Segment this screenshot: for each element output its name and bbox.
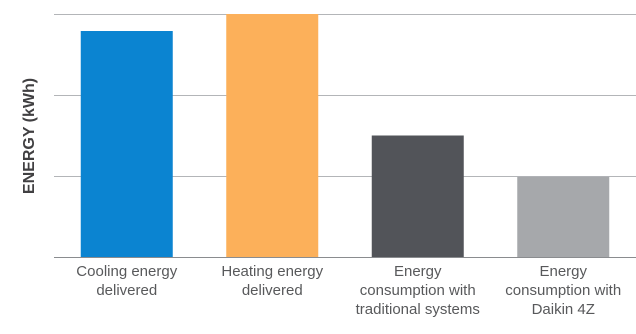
bar: [517, 176, 610, 257]
category-label: Energy consumption with traditional system…: [356, 263, 480, 318]
category-label-line: consumption with: [360, 282, 476, 299]
category-label-line: delivered: [96, 282, 157, 299]
category-label-line: Daikin 4Z: [532, 301, 595, 318]
bar: [80, 31, 173, 258]
bars: [80, 14, 610, 258]
category-label-line: consumption with: [505, 282, 621, 299]
y-axis-label: ENERGY (kWh): [21, 78, 38, 194]
category-label: Heating energy delivered: [221, 263, 323, 299]
category-label-line: delivered: [242, 282, 303, 299]
category-label-line: Heating energy: [221, 263, 323, 280]
category-label-line: Cooling energy: [76, 263, 177, 280]
category-label-line: traditional systems: [356, 301, 480, 318]
category-label-line: Energy: [394, 263, 442, 280]
category-label: Cooling energy delivered: [76, 263, 177, 299]
bar: [371, 135, 464, 257]
category-label-line: Energy: [539, 263, 587, 280]
category-label: Energy consumption with Daikin 4Z: [505, 263, 621, 318]
category-labels: Cooling energy delivered Heating energy del…: [76, 263, 621, 318]
bar: [226, 14, 319, 257]
